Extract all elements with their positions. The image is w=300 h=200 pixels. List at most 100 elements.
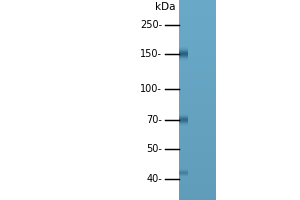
Text: 40-: 40-	[146, 174, 162, 184]
Bar	[173, 114, 188, 115]
Bar	[178, 96, 216, 100]
Bar	[178, 80, 216, 84]
Bar	[172, 169, 188, 170]
Bar	[162, 57, 188, 58]
Text: 70-: 70-	[146, 115, 162, 125]
Bar	[178, 52, 216, 56]
Bar	[160, 50, 188, 51]
Bar	[174, 125, 188, 126]
Bar	[178, 148, 216, 152]
Text: 40-: 40-	[146, 174, 162, 184]
Bar	[178, 100, 216, 104]
Bar	[154, 118, 188, 119]
Bar	[156, 56, 188, 57]
Bar	[178, 60, 216, 64]
Bar	[158, 117, 188, 118]
Bar	[169, 48, 188, 49]
Text: 150-: 150-	[140, 49, 162, 59]
Text: 250-: 250-	[140, 20, 162, 30]
Bar	[172, 47, 188, 48]
Text: 70-: 70-	[146, 115, 162, 125]
Bar	[178, 156, 216, 160]
Bar	[178, 44, 216, 48]
Bar	[173, 60, 188, 61]
Bar	[163, 174, 188, 175]
Bar	[178, 184, 216, 188]
Bar	[178, 168, 216, 172]
Bar	[178, 192, 216, 196]
Bar	[178, 48, 216, 52]
Bar	[171, 124, 188, 125]
Bar	[168, 175, 188, 176]
Bar	[178, 64, 216, 68]
Bar	[178, 32, 216, 36]
Bar	[154, 51, 188, 52]
Text: 50-: 50-	[146, 144, 162, 154]
Text: kDa: kDa	[155, 2, 175, 12]
Bar	[178, 108, 216, 112]
Bar	[178, 112, 216, 116]
Text: 50-: 50-	[146, 144, 162, 154]
Bar	[150, 52, 188, 53]
Bar	[178, 20, 216, 24]
Bar	[178, 124, 216, 128]
Bar	[162, 171, 188, 172]
Bar	[149, 54, 188, 55]
Bar	[152, 120, 188, 121]
Text: 100-: 100-	[140, 84, 162, 94]
Bar	[164, 116, 188, 117]
Bar	[152, 55, 188, 56]
Text: 150-: 150-	[140, 49, 162, 59]
Bar	[152, 119, 188, 120]
Text: kDa: kDa	[155, 2, 175, 12]
Bar	[178, 4, 216, 8]
Bar	[167, 58, 188, 59]
Bar	[165, 49, 188, 50]
Text: 250-: 250-	[140, 20, 162, 30]
Bar	[178, 40, 216, 44]
Bar	[176, 168, 188, 169]
Bar	[178, 164, 216, 168]
Bar	[165, 123, 188, 124]
Bar	[178, 28, 216, 32]
Bar	[167, 170, 188, 171]
Bar	[178, 24, 216, 28]
Bar	[158, 172, 188, 173]
Bar	[178, 16, 216, 20]
Bar	[160, 122, 188, 123]
Bar	[178, 172, 216, 176]
Bar	[155, 121, 188, 122]
Bar	[178, 88, 216, 92]
Bar	[178, 0, 216, 200]
Bar	[178, 140, 216, 144]
Bar	[178, 68, 216, 72]
Bar	[178, 76, 216, 80]
Bar	[170, 59, 188, 60]
Bar	[178, 0, 216, 4]
Bar	[178, 176, 216, 180]
Bar	[178, 152, 216, 156]
Bar	[158, 173, 188, 174]
Bar	[178, 12, 216, 16]
Bar	[178, 136, 216, 140]
Bar	[178, 144, 216, 148]
Bar	[178, 160, 216, 164]
Bar	[178, 72, 216, 76]
Bar	[178, 196, 216, 200]
Bar	[178, 56, 216, 60]
Bar	[178, 132, 216, 136]
Bar	[178, 84, 216, 88]
Bar	[178, 92, 216, 96]
Bar	[178, 36, 216, 40]
Bar	[0, 0, 178, 200]
Bar	[178, 120, 216, 124]
Text: 100-: 100-	[140, 84, 162, 94]
Bar	[178, 180, 216, 184]
Bar	[148, 53, 188, 54]
Bar	[178, 104, 216, 108]
Bar	[169, 115, 188, 116]
Bar	[178, 116, 216, 120]
Bar	[178, 188, 216, 192]
Bar	[178, 8, 216, 12]
Bar	[178, 128, 216, 132]
